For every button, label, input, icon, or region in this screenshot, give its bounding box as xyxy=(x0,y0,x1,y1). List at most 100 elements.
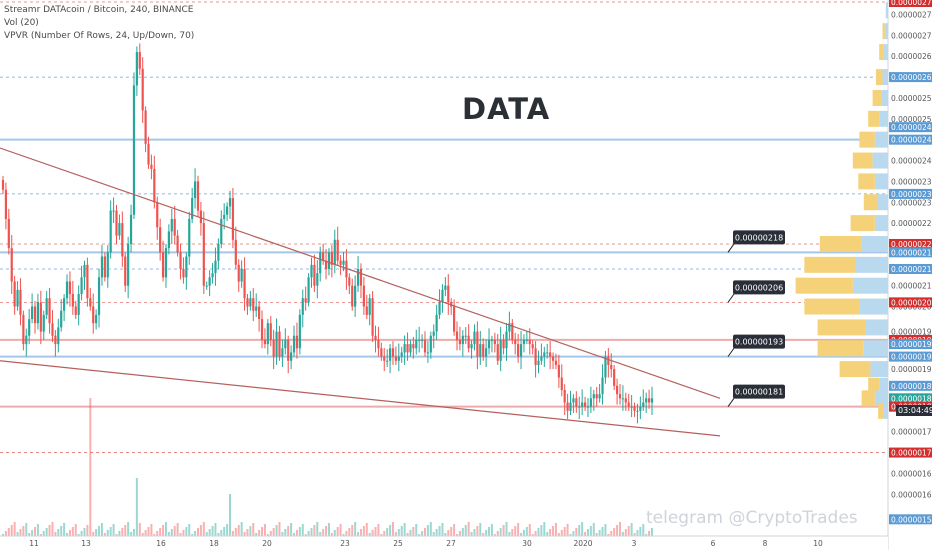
price-tick: 0.00000160 xyxy=(891,490,932,499)
candle-body xyxy=(278,331,281,357)
candle-body xyxy=(342,260,345,265)
volume-bar xyxy=(412,527,415,538)
volume-bar xyxy=(464,525,467,538)
volume-bar xyxy=(237,525,240,538)
candle-body xyxy=(546,352,549,354)
candle-body xyxy=(57,327,60,345)
candle-body xyxy=(508,323,511,332)
volume-bar xyxy=(226,524,229,538)
candle-body xyxy=(290,352,293,361)
volume-bar xyxy=(275,525,278,538)
vpvr-row-down xyxy=(859,298,888,315)
callout-box xyxy=(733,280,785,295)
price-label-bg xyxy=(889,447,932,458)
candle-body xyxy=(426,352,430,354)
volume-bar xyxy=(138,523,141,538)
price-label: 0.00000170 xyxy=(891,449,932,458)
vpvr-indicator-label[interactable]: VPVR (Number Of Rows, 24, Up/Down, 70) xyxy=(4,31,195,41)
time-tick: 2020 xyxy=(573,539,592,548)
time-axis-bg xyxy=(0,536,888,550)
candle-body xyxy=(642,402,645,407)
candle-body xyxy=(423,339,427,353)
vpvr-row-up xyxy=(878,402,884,419)
volume-bar xyxy=(473,529,476,538)
price-callouts[interactable]: 0.00000218 0.00000206 0.00000193 0.00000181 xyxy=(727,230,785,407)
candle-body xyxy=(412,344,415,349)
volume-bar xyxy=(624,529,627,538)
candle-body xyxy=(205,285,208,287)
volume-bar xyxy=(648,531,651,538)
volume-bar xyxy=(409,530,412,538)
candle-body xyxy=(624,398,627,403)
volume-bar xyxy=(229,494,232,538)
candle-body xyxy=(16,289,19,307)
price-label: 0.00000218 xyxy=(891,248,932,257)
candle-body xyxy=(438,302,441,315)
candle-body xyxy=(354,285,357,307)
vpvr-row-up xyxy=(819,235,862,252)
volume-bar xyxy=(246,529,249,538)
candle-body xyxy=(33,306,37,324)
candle-body xyxy=(266,323,269,345)
candle-body xyxy=(310,264,313,278)
volume-bar xyxy=(287,526,290,538)
vpvr-row-down xyxy=(879,110,888,127)
price-label: 0.00000186 xyxy=(891,382,932,391)
candle-body xyxy=(461,335,464,345)
price-label-bg xyxy=(889,188,932,199)
candle-body xyxy=(304,298,307,303)
volume-bar xyxy=(485,530,488,538)
candle-body xyxy=(260,319,264,340)
candle-body xyxy=(156,202,159,228)
volume-bar xyxy=(188,524,191,538)
volume-indicator-label[interactable]: Vol (20) xyxy=(4,18,39,28)
candle-body xyxy=(415,339,418,349)
volume-bar xyxy=(214,523,217,538)
volume-bar xyxy=(403,523,406,538)
volume-bar xyxy=(389,525,392,538)
volume-bar xyxy=(322,529,325,538)
candle-body xyxy=(188,218,191,257)
volume-bar xyxy=(301,524,304,538)
vpvr-row-up xyxy=(858,173,875,190)
candle-body xyxy=(234,239,237,265)
vpvr-row-down xyxy=(874,173,888,190)
time-axis[interactable]: 11 13 16 18 20 23 25 27 30 2020 3 6 8 10 xyxy=(0,535,888,550)
candle-body xyxy=(581,402,584,407)
candle-body xyxy=(263,339,267,345)
volume-bar xyxy=(630,523,633,538)
price-axis[interactable]: 0.00000275 0.00000270 0.00000265 0.00000255… xyxy=(887,0,932,550)
volume-bar xyxy=(642,524,645,538)
volume-bar xyxy=(613,528,616,538)
candle-body xyxy=(60,310,63,328)
candle-body xyxy=(269,323,272,340)
price-tick: 0.00000210 xyxy=(891,282,932,291)
candle-body xyxy=(106,252,109,278)
volume-bar xyxy=(432,532,435,538)
candle-body xyxy=(615,385,619,395)
vpvr-row-up xyxy=(872,89,882,106)
candle-body xyxy=(537,360,540,365)
candle-body xyxy=(4,189,8,219)
candle-body xyxy=(19,289,22,315)
candle-body xyxy=(534,348,537,365)
candle-body xyxy=(10,248,13,282)
vpvr-row-down xyxy=(861,235,888,252)
candle-body xyxy=(176,235,179,253)
candle-body xyxy=(246,298,249,307)
volume-bar xyxy=(490,524,493,538)
volume-bar xyxy=(458,531,461,538)
volume-bar xyxy=(394,532,397,538)
volume-bar xyxy=(170,529,173,538)
candle-body xyxy=(400,352,403,357)
volume-bar xyxy=(83,528,86,538)
candle-body xyxy=(22,314,25,345)
callout-label: 0.00000193 xyxy=(735,338,783,347)
candle-body xyxy=(336,239,339,261)
candle-body xyxy=(420,339,424,341)
candle-body xyxy=(249,298,252,307)
symbol-title[interactable]: Streamr DATAcoin / Bitcoin, 240, BINANCE xyxy=(4,5,194,15)
candle-body xyxy=(365,306,368,315)
